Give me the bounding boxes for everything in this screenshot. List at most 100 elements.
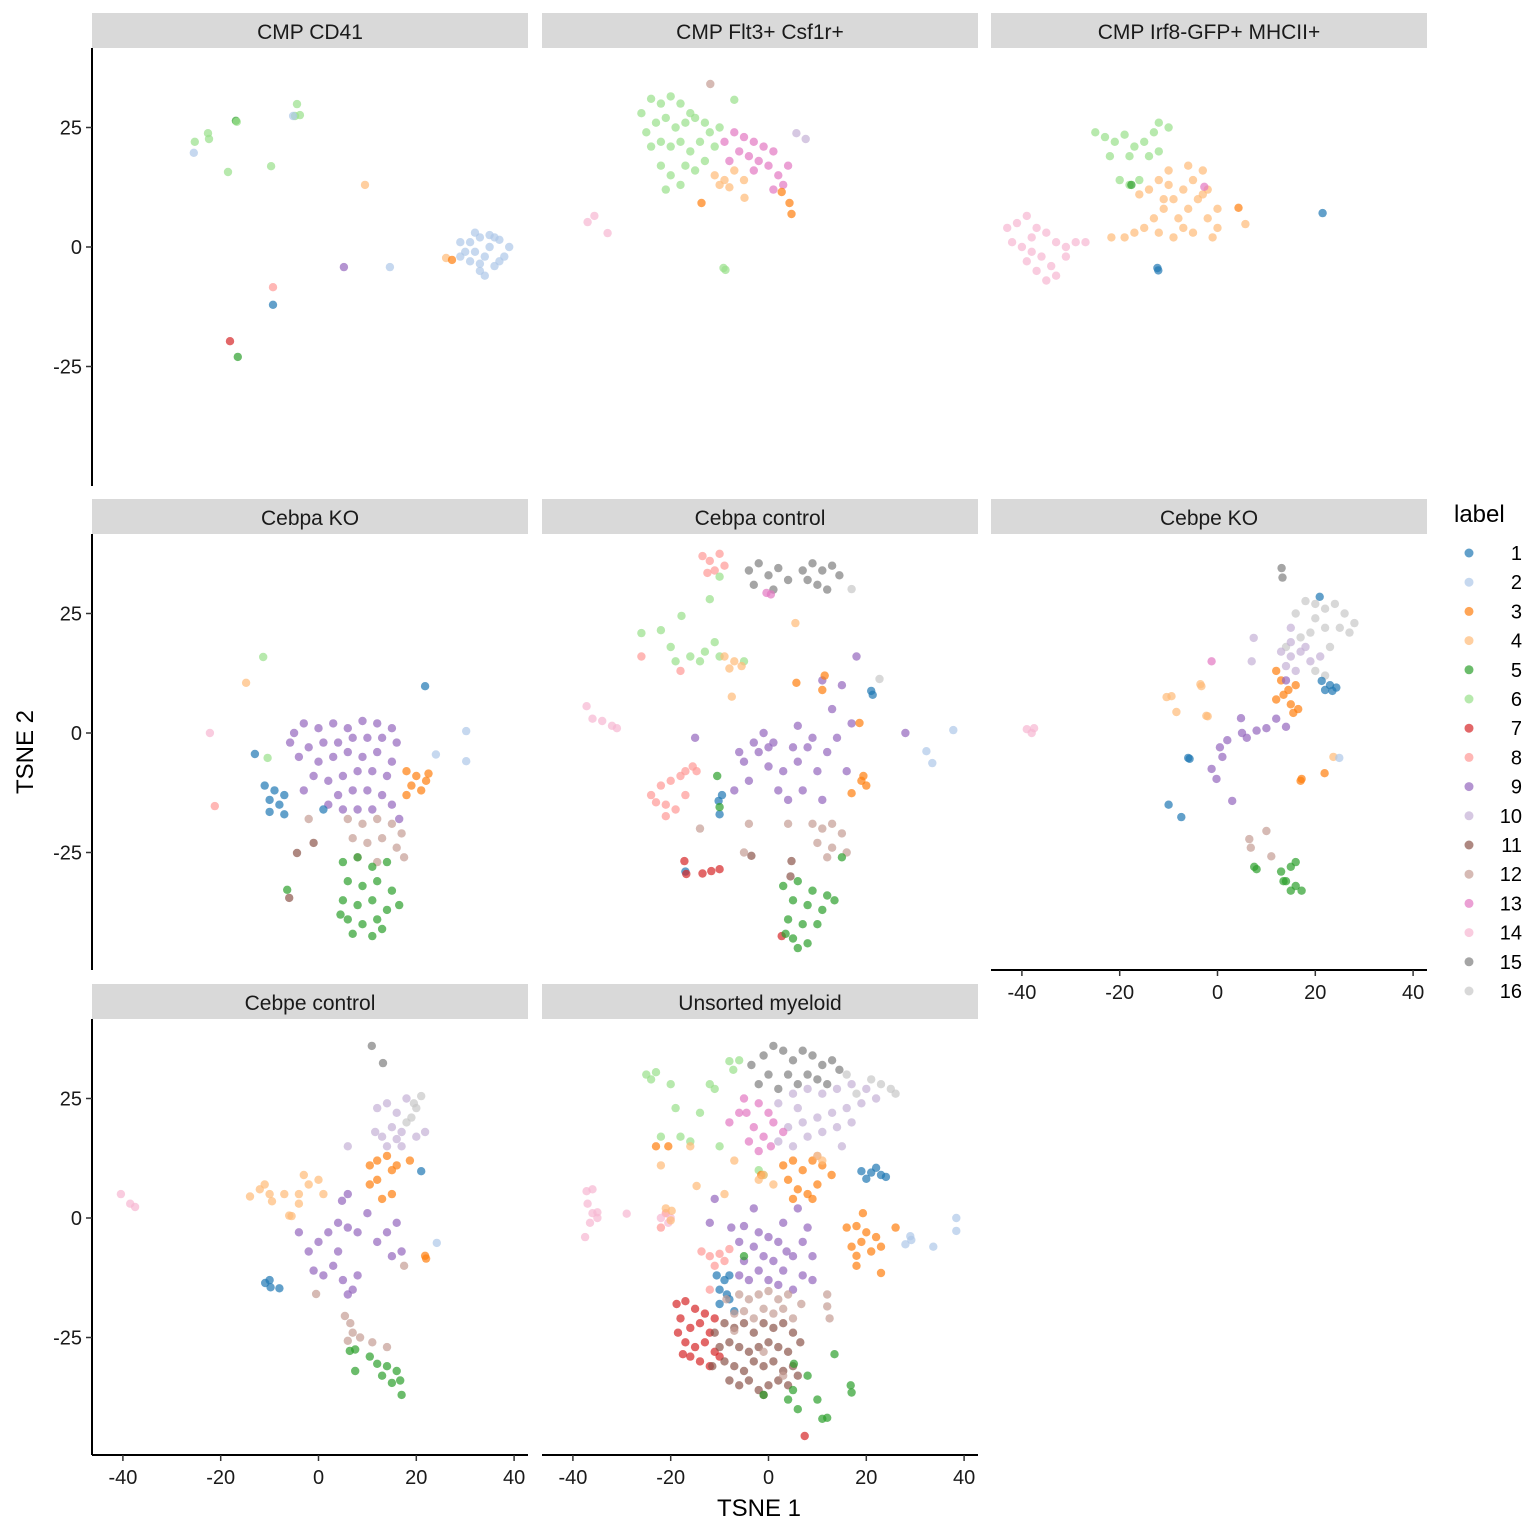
data-point-label-2	[475, 259, 485, 268]
legend-label: 2	[1511, 572, 1522, 594]
data-point-label-16	[847, 584, 856, 594]
data-point-label-1	[260, 781, 269, 790]
data-point-label-10	[803, 1132, 812, 1141]
data-point-label-12	[348, 834, 357, 843]
legend-key	[1464, 665, 1474, 675]
data-point-label-2	[288, 111, 298, 121]
data-point-label-14	[598, 716, 607, 726]
data-point-label-5	[803, 900, 812, 910]
data-point-label-9	[808, 1275, 817, 1285]
data-point-label-9	[842, 767, 851, 776]
data-point-label-1	[265, 1275, 274, 1285]
data-point-label-10	[387, 1123, 397, 1132]
data-point-label-12	[340, 1311, 350, 1321]
data-point-label-2	[456, 252, 465, 261]
data-point-label-6	[1091, 128, 1100, 137]
data-point-label-13	[749, 166, 758, 175]
data-point-label-5	[351, 1345, 360, 1354]
data-point-label-10	[818, 1127, 827, 1137]
data-point-label-12	[304, 814, 313, 824]
data-point-label-13	[749, 137, 758, 146]
data-point-label-7	[690, 1342, 700, 1352]
data-point-label-6	[232, 117, 241, 127]
data-point-label-14	[116, 1189, 126, 1199]
data-point-label-12	[813, 838, 822, 848]
data-point-label-15	[1278, 573, 1287, 582]
data-point-label-5	[739, 1252, 749, 1261]
data-point-label-10	[842, 1103, 851, 1113]
data-point-label-4	[1154, 228, 1164, 237]
data-point-label-9	[382, 771, 392, 781]
data-point-label-6	[700, 156, 710, 166]
data-point-label-9	[774, 1237, 783, 1247]
data-point-label-10	[798, 1118, 807, 1127]
data-point-label-10	[392, 1134, 401, 1144]
data-point-label-11	[292, 848, 302, 858]
data-point-label-12	[343, 1336, 352, 1346]
data-point-label-13	[742, 1108, 751, 1118]
data-point-label-12	[827, 819, 837, 828]
data-point-label-3	[1289, 708, 1298, 718]
data-point-label-3	[405, 1156, 415, 1165]
data-point-label-1	[265, 807, 274, 817]
legend-item: 13	[1464, 893, 1522, 915]
data-point-label-3	[421, 1254, 431, 1263]
data-point-label-12	[783, 1290, 793, 1299]
data-point-label-9	[764, 1275, 773, 1285]
data-point-label-9	[779, 1218, 788, 1228]
data-point-label-2	[929, 1242, 938, 1251]
x-tick-label: 20	[855, 1467, 877, 1489]
data-point-label-3	[827, 1170, 836, 1180]
x-tick-label: -20	[1105, 982, 1134, 1004]
facet-strip	[92, 499, 528, 534]
data-point-label-7	[690, 1304, 700, 1314]
data-point-label-10	[373, 1103, 382, 1113]
data-point-label-5	[783, 1395, 793, 1404]
data-point-label-14	[1071, 238, 1080, 247]
data-point-label-9	[392, 1218, 401, 1228]
data-point-label-12	[823, 1302, 832, 1311]
data-point-label-5	[830, 1350, 839, 1359]
data-point-label-16	[417, 1091, 426, 1101]
facet-strip	[542, 984, 978, 1019]
data-point-label-9	[769, 1256, 778, 1266]
data-point-label-8	[710, 1261, 719, 1271]
data-point-label-14	[603, 228, 612, 238]
data-point-label-13	[769, 185, 778, 194]
data-point-label-9	[837, 681, 847, 690]
data-point-label-14	[1042, 228, 1051, 237]
data-point-label-16	[1296, 633, 1305, 642]
legend-item: 16	[1464, 981, 1522, 1003]
facet-title: Cebpe KO	[1160, 507, 1258, 530]
data-point-label-16	[875, 674, 884, 684]
data-point-label-9	[782, 1247, 791, 1256]
legend-label: 12	[1500, 864, 1522, 886]
data-point-label-3	[1286, 700, 1296, 709]
data-point-label-8	[656, 781, 666, 790]
data-point-label-9	[285, 738, 295, 747]
legend-key	[1464, 752, 1474, 762]
data-point-label-2	[495, 257, 504, 266]
data-point-label-5	[396, 1376, 405, 1385]
data-point-label-8	[725, 1244, 734, 1254]
data-point-label-6	[676, 1132, 685, 1141]
data-point-label-9	[847, 719, 856, 728]
data-point-label-6	[721, 265, 730, 275]
data-point-label-4	[754, 1175, 763, 1185]
data-point-label-3	[1234, 203, 1243, 212]
facet-title: Cebpa control	[695, 507, 826, 530]
data-point-label-11	[725, 1376, 734, 1385]
legend-label: 13	[1500, 893, 1522, 915]
data-point-label-9	[808, 733, 817, 742]
x-tick-label: -40	[1007, 982, 1036, 1004]
legend-label: 9	[1511, 777, 1522, 799]
data-point-label-9	[373, 719, 382, 728]
data-point-label-5	[368, 931, 377, 941]
legend-item: 4	[1464, 631, 1522, 653]
data-point-label-7	[682, 869, 691, 879]
data-point-label-14	[1047, 261, 1056, 271]
data-point-label-9	[294, 1228, 304, 1237]
data-point-label-9	[363, 786, 372, 795]
data-point-label-11	[739, 1366, 749, 1376]
data-point-label-10	[862, 1084, 871, 1094]
